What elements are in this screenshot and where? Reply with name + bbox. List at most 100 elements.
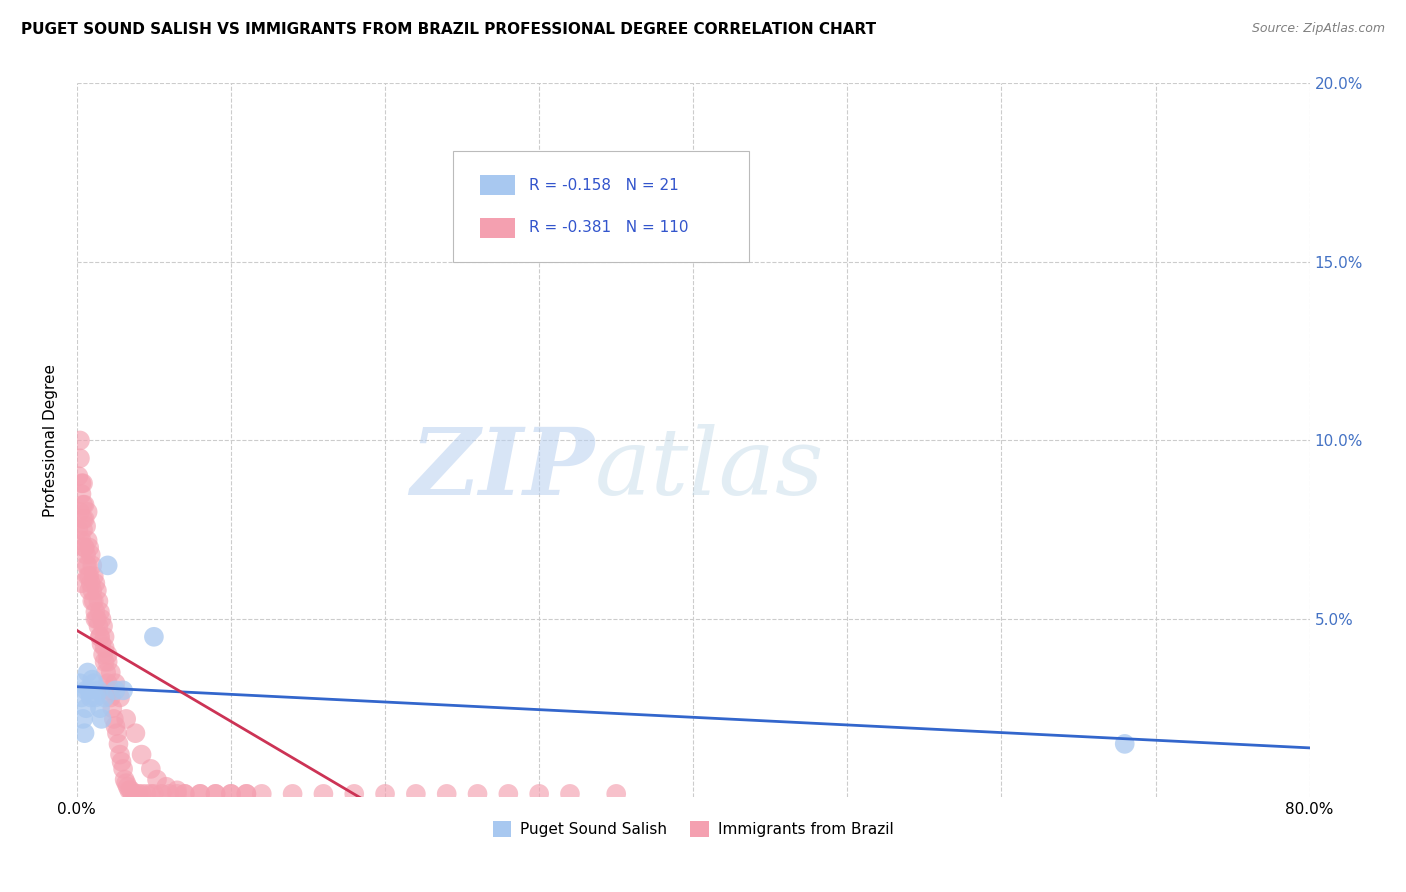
Point bbox=[75, 701, 97, 715]
Point bbox=[104, 683, 127, 698]
Point bbox=[235, 787, 257, 801]
Point bbox=[121, 787, 143, 801]
Text: atlas: atlas bbox=[595, 424, 824, 514]
Point bbox=[84, 605, 107, 619]
Point bbox=[72, 523, 94, 537]
Point bbox=[115, 712, 138, 726]
Point bbox=[91, 619, 114, 633]
Point bbox=[188, 787, 211, 801]
Point bbox=[75, 548, 97, 562]
Point bbox=[73, 726, 96, 740]
Point bbox=[67, 523, 90, 537]
Point bbox=[80, 690, 103, 705]
Point bbox=[204, 787, 226, 801]
Point bbox=[558, 787, 581, 801]
Point bbox=[219, 787, 242, 801]
Text: Source: ZipAtlas.com: Source: ZipAtlas.com bbox=[1251, 22, 1385, 36]
Point bbox=[80, 576, 103, 591]
Point bbox=[72, 712, 94, 726]
Text: R = -0.381   N = 110: R = -0.381 N = 110 bbox=[529, 220, 689, 235]
Point bbox=[82, 673, 104, 687]
Point bbox=[100, 665, 122, 680]
Point bbox=[72, 498, 94, 512]
Point bbox=[173, 787, 195, 801]
Point bbox=[467, 787, 489, 801]
Point bbox=[114, 772, 136, 787]
Legend: Puget Sound Salish, Immigrants from Brazil: Puget Sound Salish, Immigrants from Braz… bbox=[486, 815, 900, 843]
Point bbox=[343, 787, 366, 801]
Point bbox=[83, 676, 105, 690]
Point bbox=[204, 787, 226, 801]
Point bbox=[93, 655, 115, 669]
Point bbox=[97, 648, 120, 662]
Point bbox=[131, 787, 153, 801]
Point bbox=[110, 755, 132, 769]
Point bbox=[80, 548, 103, 562]
Point bbox=[82, 594, 104, 608]
Point bbox=[107, 737, 129, 751]
Point bbox=[108, 747, 131, 762]
Point bbox=[94, 665, 117, 680]
Point bbox=[76, 558, 98, 573]
Point bbox=[166, 787, 188, 801]
Point bbox=[139, 787, 162, 801]
Point bbox=[115, 776, 138, 790]
Point bbox=[87, 619, 110, 633]
Point bbox=[90, 612, 112, 626]
Point bbox=[84, 576, 107, 591]
Text: ZIP: ZIP bbox=[411, 424, 595, 514]
Point bbox=[131, 747, 153, 762]
Point bbox=[142, 630, 165, 644]
Point bbox=[146, 772, 169, 787]
Point bbox=[70, 576, 93, 591]
Point bbox=[219, 787, 242, 801]
Point bbox=[67, 469, 90, 483]
Point bbox=[142, 787, 165, 801]
Point bbox=[605, 787, 627, 801]
Point bbox=[84, 690, 107, 705]
Point bbox=[235, 787, 257, 801]
Point bbox=[86, 583, 108, 598]
Point bbox=[77, 583, 100, 598]
Point bbox=[120, 783, 142, 797]
Point bbox=[90, 637, 112, 651]
Point bbox=[77, 541, 100, 555]
Text: PUGET SOUND SALISH VS IMMIGRANTS FROM BRAZIL PROFESSIONAL DEGREE CORRELATION CHA: PUGET SOUND SALISH VS IMMIGRANTS FROM BR… bbox=[21, 22, 876, 37]
Point bbox=[118, 783, 141, 797]
Point bbox=[124, 726, 146, 740]
Point bbox=[374, 787, 396, 801]
FancyBboxPatch shape bbox=[453, 152, 749, 262]
Point bbox=[93, 630, 115, 644]
Point bbox=[72, 476, 94, 491]
Point bbox=[75, 683, 97, 698]
Point bbox=[70, 533, 93, 548]
Point bbox=[75, 558, 97, 573]
Point bbox=[150, 787, 173, 801]
Point bbox=[70, 690, 93, 705]
Point bbox=[83, 594, 105, 608]
Point bbox=[166, 783, 188, 797]
Point bbox=[173, 787, 195, 801]
Point bbox=[82, 558, 104, 573]
Point bbox=[101, 701, 124, 715]
Point bbox=[73, 541, 96, 555]
Point bbox=[128, 787, 150, 801]
Point bbox=[112, 683, 135, 698]
Point bbox=[76, 505, 98, 519]
Point bbox=[69, 676, 91, 690]
Point bbox=[436, 787, 458, 801]
Point bbox=[76, 569, 98, 583]
FancyBboxPatch shape bbox=[479, 218, 515, 238]
Point bbox=[89, 630, 111, 644]
Point bbox=[93, 640, 115, 655]
Point bbox=[87, 594, 110, 608]
Point bbox=[91, 648, 114, 662]
Point bbox=[117, 780, 139, 794]
Point bbox=[72, 512, 94, 526]
Point bbox=[98, 683, 121, 698]
Point bbox=[108, 690, 131, 705]
Y-axis label: Professional Degree: Professional Degree bbox=[44, 364, 58, 517]
Point bbox=[112, 762, 135, 776]
Point bbox=[527, 787, 550, 801]
Point bbox=[89, 605, 111, 619]
